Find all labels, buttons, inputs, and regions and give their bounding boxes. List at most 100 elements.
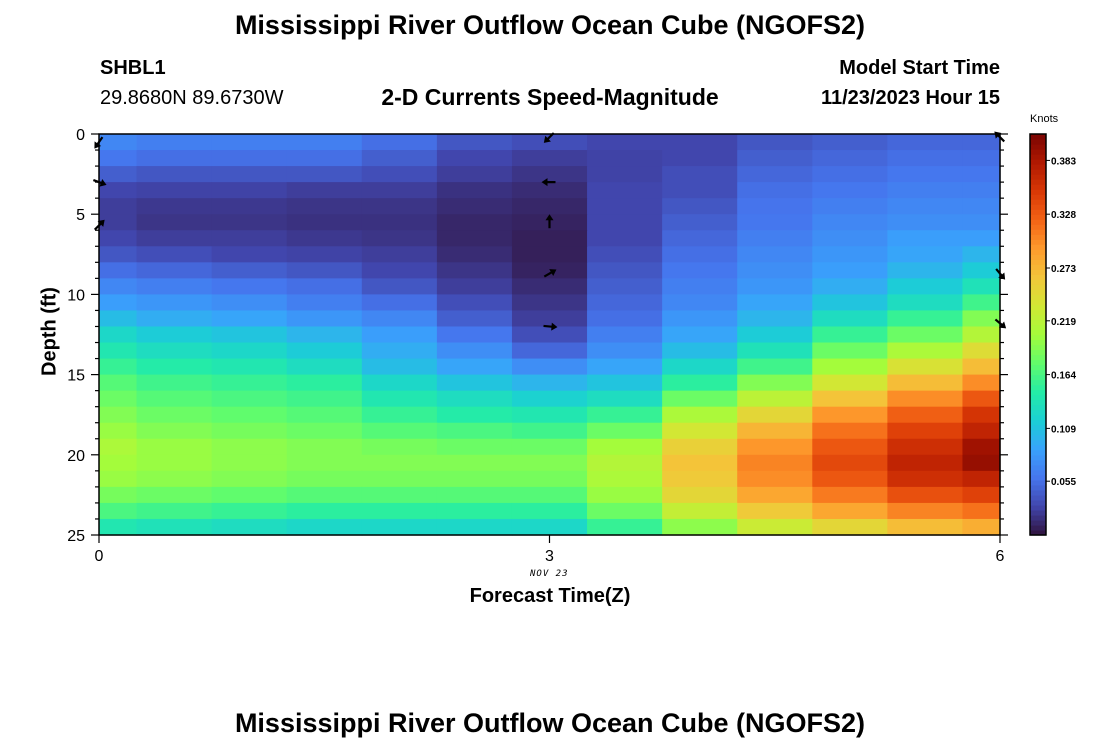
heatmap-cell (436, 214, 513, 231)
chart-title: 2-D Currents Speed-Magnitude (381, 84, 719, 110)
heatmap-cell (662, 166, 738, 183)
heatmap-cell (511, 230, 588, 247)
heatmap-cell (887, 230, 964, 247)
current-vector-arrow (543, 322, 558, 331)
heatmap-cell (436, 438, 513, 456)
colorbar-tick-label: 0.328 (1051, 210, 1076, 221)
heatmap-cell (511, 390, 588, 408)
colorbar-segment (1030, 219, 1046, 225)
heatmap-cell (812, 278, 888, 295)
heatmap-cell (587, 470, 663, 488)
heatmap-cell (211, 438, 288, 456)
heatmap-cell (286, 390, 363, 408)
heatmap-cell (99, 230, 138, 247)
colorbar-segment (1030, 149, 1046, 155)
heatmap-cell (962, 326, 1001, 344)
heatmap-cell (99, 294, 138, 312)
colorbar-segment (1030, 494, 1046, 501)
heatmap-cell (587, 262, 663, 279)
heatmap-cell (136, 422, 213, 440)
colorbar-segment (1030, 349, 1046, 356)
heatmap-cell (812, 294, 888, 312)
heatmap-cell (887, 310, 964, 328)
heatmap-cell (211, 150, 288, 167)
heatmap-cell (211, 358, 288, 376)
x-tick-label: 6 (996, 548, 1005, 565)
heatmap-cell (99, 198, 138, 215)
heatmap-cell (99, 390, 138, 408)
heatmap-cell (286, 262, 363, 279)
heatmap-cell (99, 374, 138, 392)
model-start-label: Model Start Time (839, 57, 1000, 79)
heatmap-cell (962, 294, 1001, 312)
current-vector-arrow (545, 214, 554, 229)
heatmap-cell (887, 278, 964, 295)
heatmap-cell (286, 502, 363, 520)
colorbar-segment (1030, 379, 1046, 386)
heatmap-cell (587, 230, 663, 247)
heatmap-cell (136, 502, 213, 520)
colorbar-label: Knots (1030, 113, 1059, 125)
heatmap-cell (211, 326, 288, 344)
heatmap-cell (99, 310, 138, 328)
colorbar-segment (1030, 514, 1046, 521)
heatmap-cell (211, 342, 288, 360)
heatmap-cell (361, 246, 438, 263)
colorbar-segment (1030, 404, 1046, 411)
heatmap-cell (587, 326, 663, 344)
colorbar-segment (1030, 254, 1046, 260)
heatmap-cell (211, 486, 288, 504)
colorbar-tick-label: 0.383 (1051, 156, 1076, 167)
heatmap-cell (962, 262, 1001, 279)
y-tick-label: 0 (76, 127, 85, 144)
heatmap-cell (587, 518, 663, 536)
heatmap-cell (812, 214, 888, 231)
footer-title: Mississippi River Outflow Ocean Cube (NG… (234, 708, 866, 738)
colorbar-segment (1030, 189, 1046, 195)
heatmap-cell (812, 470, 888, 488)
heatmap-cell (436, 342, 513, 360)
heatmap-cell (436, 326, 513, 344)
heatmap-cell (511, 182, 588, 199)
heatmap-cell (136, 230, 213, 247)
heatmap-cell (962, 278, 1001, 295)
heatmap-cell (812, 134, 888, 151)
heatmap-cell (812, 518, 888, 536)
heatmap-cell (286, 230, 363, 247)
heatmap-cell (662, 278, 738, 295)
colorbar-segment (1030, 194, 1046, 200)
heatmap-cell (436, 422, 513, 440)
heatmap-cell (361, 422, 438, 440)
heatmap-cell (887, 150, 964, 167)
heatmap-cell (812, 310, 888, 328)
heatmap-cell (737, 438, 813, 456)
heatmap-cell (361, 470, 438, 488)
heatmap-cell (99, 486, 138, 504)
heatmap-cell (812, 454, 888, 472)
heatmap-cell (812, 406, 888, 424)
heatmap-cell (662, 486, 738, 504)
colorbar-segment (1030, 334, 1046, 341)
heatmap-cell (587, 150, 663, 167)
heatmap-cell (511, 358, 588, 376)
heatmap-cell (511, 246, 588, 263)
heatmap-cell (136, 214, 213, 231)
heatmap-cell (511, 502, 588, 520)
heatmap-cell (436, 454, 513, 472)
heatmap-cell (812, 230, 888, 247)
heatmap-cell (511, 470, 588, 488)
heatmap-cell (211, 310, 288, 328)
heatmap-cell (812, 390, 888, 408)
colorbar-segment (1030, 384, 1046, 391)
heatmap-cell (887, 342, 964, 360)
colorbar-segment (1030, 169, 1046, 175)
heatmap-cell (662, 422, 738, 440)
heatmap-cell (587, 198, 663, 215)
heatmap-cell (812, 502, 888, 520)
colorbar-segment (1030, 174, 1046, 180)
heatmap-cell (737, 246, 813, 263)
colorbar-segment (1030, 419, 1046, 426)
heatmap-cell (361, 502, 438, 520)
heatmap-cell (286, 406, 363, 424)
